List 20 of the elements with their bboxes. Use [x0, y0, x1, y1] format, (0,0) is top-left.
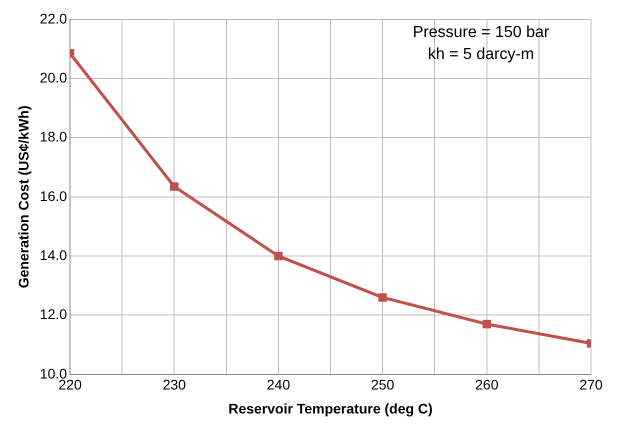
y-axis-title: Generation Cost (US¢/kWh) — [15, 106, 32, 288]
x-tick-label: 270 — [579, 376, 603, 393]
annotation: Pressure = 150 bar — [412, 24, 550, 41]
point — [378, 293, 387, 302]
point — [482, 320, 492, 328]
x-axis-title: Reservoir Temperature (deg C) — [228, 400, 433, 416]
y-tick-label: 16.0 — [40, 188, 68, 204]
y-tick-label: 14.0 — [40, 246, 68, 263]
y-tick-label: 10.0 — [40, 365, 68, 382]
x-tick-label: 240 — [266, 376, 290, 393]
x-tick-label: 260 — [475, 376, 499, 393]
x-tick-label: 230 — [162, 376, 186, 393]
y-tick-label: 22.0 — [40, 10, 68, 26]
point — [170, 182, 178, 191]
y-tick-label: 18.0 — [40, 128, 68, 145]
y-tick-label: 12.0 — [40, 306, 68, 322]
point — [274, 252, 283, 260]
y-tick-label: 20.0 — [40, 69, 68, 86]
x-tick-label: 250 — [370, 376, 395, 393]
annotation: kh = 5 darcy-m — [428, 46, 534, 63]
